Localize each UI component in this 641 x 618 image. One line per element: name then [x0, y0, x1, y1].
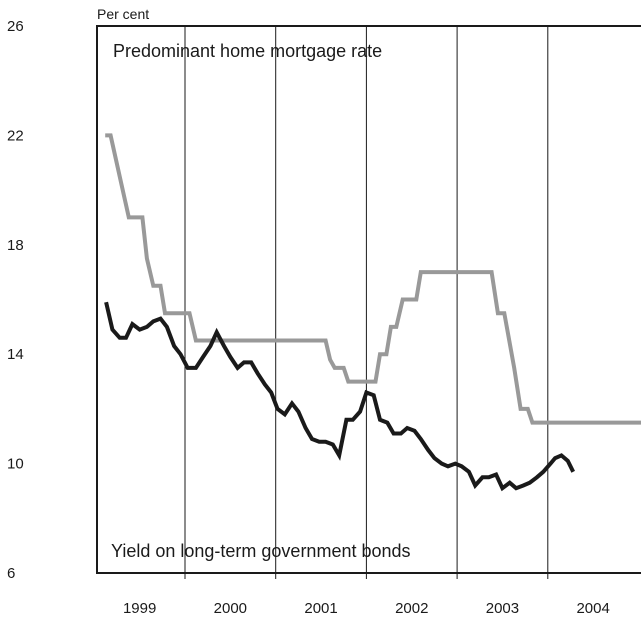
- y-tick-label-14: 14: [7, 346, 24, 363]
- series-line-bonds: [104, 301, 575, 492]
- x-tick-label-2001: 2001: [304, 600, 337, 617]
- x-tick-label-1999: 1999: [123, 600, 156, 617]
- plot-frame: [96, 25, 641, 574]
- y-tick-label-26: 26: [7, 18, 24, 35]
- x-tick-label-2004: 2004: [576, 600, 609, 617]
- x-tick-label-2000: 2000: [214, 600, 247, 617]
- year-gridlines: [184, 26, 549, 573]
- x-tick-label-2003: 2003: [486, 600, 519, 617]
- x-tick-label-2002: 2002: [395, 600, 428, 617]
- y-tick-label-6: 6: [7, 565, 15, 582]
- series-line-mortgage: [105, 133, 641, 425]
- series-layer: [104, 133, 641, 492]
- x-axis-tick-labels: 1999 2000 2001 2002 2003 2004: [123, 600, 610, 617]
- y-unit-label: Per cent: [97, 6, 149, 22]
- y-axis-tick-labels: 6 10 14 18 22 26: [7, 18, 24, 582]
- annotation-mortgage-rate: Predominant home mortgage rate: [113, 41, 382, 61]
- x-axis-ticks: [184, 573, 549, 579]
- y-tick-label-10: 10: [7, 456, 24, 473]
- y-tick-label-22: 22: [7, 127, 24, 144]
- y-tick-label-18: 18: [7, 237, 24, 254]
- annotation-bond-yield: Yield on long-term government bonds: [111, 541, 411, 561]
